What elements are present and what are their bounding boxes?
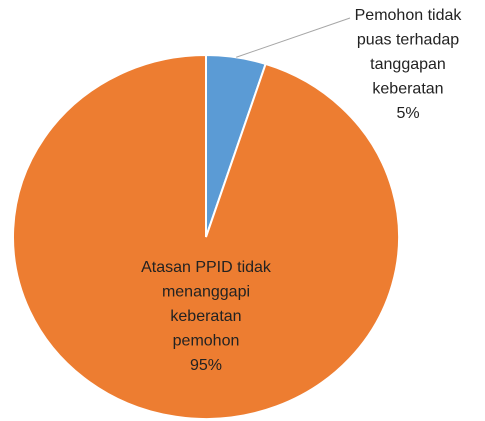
value-label: 5% (396, 105, 419, 122)
leader-line (236, 17, 351, 58)
slice-label: Pemohon tidak puas terhadap tanggapan keber… (355, 7, 463, 98)
pie-slice (12, 53, 400, 420)
value-label: 95% (190, 357, 222, 374)
slice-label: Atasan PPID tidak menanggapi keberatan pemo… (141, 259, 272, 350)
